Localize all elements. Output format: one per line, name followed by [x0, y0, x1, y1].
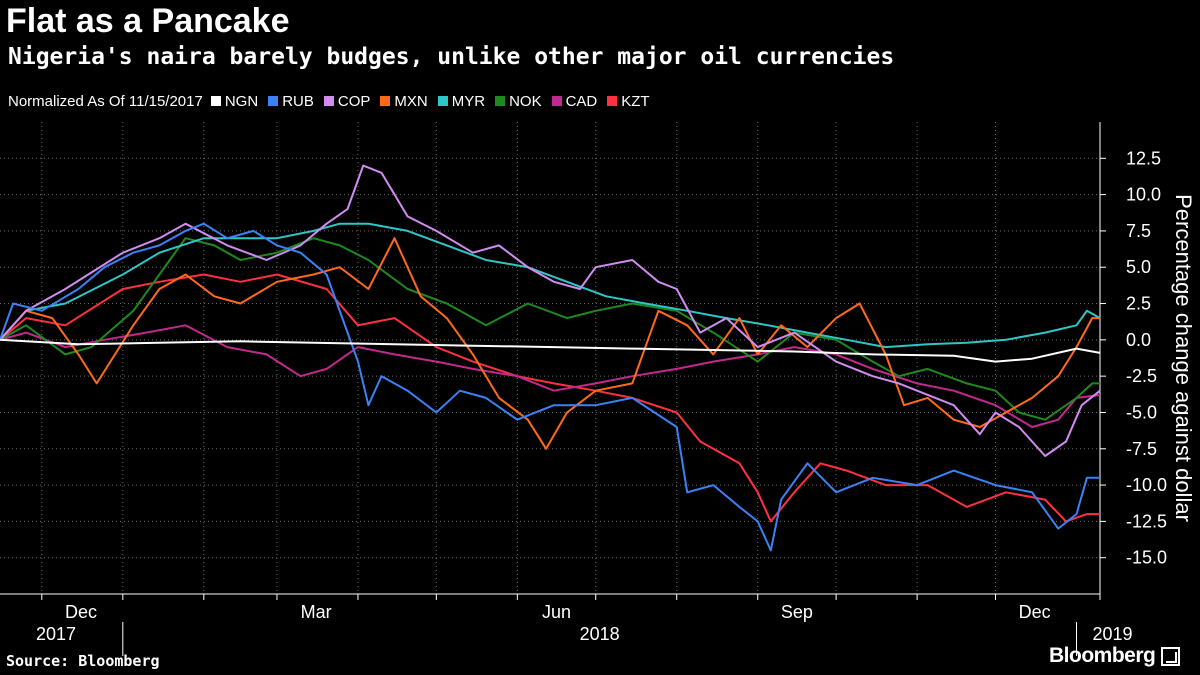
x-tick-label: Jun	[542, 602, 571, 622]
legend-label: CAD	[565, 92, 598, 110]
legend-swatch	[268, 96, 279, 106]
year-label: 2017	[36, 624, 76, 644]
legend-note: Normalized As Of 11/15/2017	[8, 92, 203, 110]
y-tick-label: -15.0	[1126, 548, 1167, 568]
legend-label: KZT	[621, 92, 650, 110]
legend-item-kzt: KZT	[607, 92, 650, 110]
legend-swatch	[380, 96, 391, 106]
bloomberg-mark-icon	[1161, 646, 1181, 666]
bloomberg-logo: Bloomberg	[1049, 644, 1181, 668]
y-tick-label: 12.5	[1126, 148, 1161, 168]
y-axis-title: Percentage change against dollar	[1171, 194, 1196, 522]
legend-item-nok: NOK	[495, 93, 542, 110]
legend-label: NGN	[224, 92, 259, 110]
series-line-cad	[0, 324, 1101, 428]
chart-legend: Normalized As Of 11/15/2017 NGN RUB COP MXN…	[8, 90, 660, 112]
series-line-cop	[0, 164, 1101, 457]
legend-item-mxn: MXN	[380, 92, 428, 110]
y-tick-label: 10.0	[1126, 185, 1161, 205]
brand-text: Bloomberg	[1049, 644, 1156, 667]
chart-title: Flat as a Pancake	[6, 2, 290, 40]
legend-swatch	[551, 96, 562, 106]
legend-item-myr: MYR	[437, 92, 486, 110]
legend-label: NOK	[509, 92, 542, 110]
x-tick-label: Mar	[301, 602, 332, 622]
y-tick-label: -7.5	[1126, 439, 1157, 459]
year-label: 2019	[1092, 624, 1132, 644]
legend-swatch	[495, 96, 506, 106]
legend-item-cop: COP	[323, 92, 371, 110]
legend-item-cad: CAD	[551, 92, 598, 110]
legend-label: COP	[337, 92, 371, 110]
y-tick-label: 2.5	[1126, 294, 1151, 314]
legend-swatch	[323, 96, 334, 106]
y-tick-label: -2.5	[1126, 366, 1157, 386]
legend-swatch	[210, 96, 221, 106]
x-tick-label: Sep	[781, 602, 813, 622]
source-note: Source: Bloomberg	[6, 652, 160, 670]
series-line-nok	[0, 237, 1100, 421]
y-tick-label: -5.0	[1126, 402, 1157, 422]
series-line-myr	[0, 222, 1101, 349]
series-line-ngn	[0, 338, 1101, 363]
chart-subtitle: Nigeria's naira barely budges, unlike ot…	[8, 44, 895, 70]
legend-swatch	[607, 96, 618, 106]
y-tick-label: -12.5	[1126, 511, 1167, 531]
legend-label: RUB	[282, 92, 314, 110]
legend-label: MYR	[451, 92, 486, 110]
y-tick-label: 5.0	[1126, 257, 1151, 277]
legend-items: NGN RUB COP MXN MYR NOK CAD KZT	[210, 92, 660, 110]
x-tick-label: Dec	[1019, 602, 1051, 622]
series-line-rub	[0, 222, 1100, 552]
legend-item-rub: RUB	[268, 93, 314, 110]
year-label: 2018	[580, 624, 620, 644]
series-line-mxn	[0, 237, 1100, 450]
legend-swatch	[437, 96, 448, 106]
y-tick-label: 0.0	[1126, 330, 1151, 350]
y-tick-label: 7.5	[1126, 221, 1151, 241]
legend-label: MXN	[394, 92, 428, 110]
x-tick-label: Dec	[65, 602, 97, 622]
legend-item-ngn: NGN	[210, 92, 259, 110]
y-tick-label: -10.0	[1126, 475, 1167, 495]
